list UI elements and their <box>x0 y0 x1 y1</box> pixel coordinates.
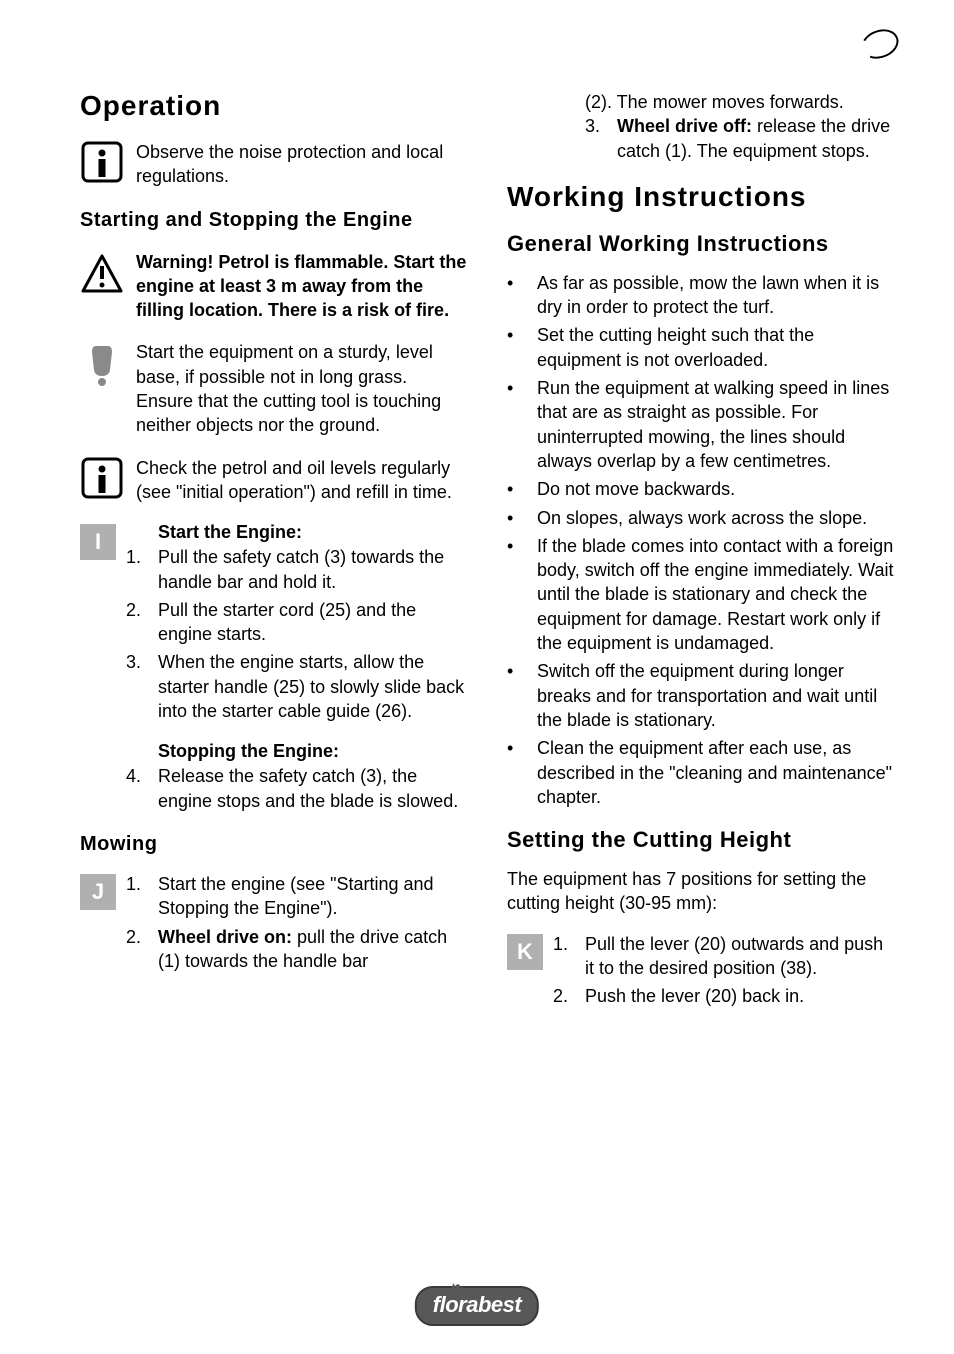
leaf-icon: ❧ <box>449 1278 462 1298</box>
info-icon <box>80 140 124 184</box>
step-number: 1. <box>553 932 575 981</box>
logo-text: florabest <box>433 1292 521 1317</box>
bullet-text: Switch off the equipment during longer b… <box>537 659 894 732</box>
exclamation-icon <box>80 342 124 386</box>
step-text: Push the lever (20) back in. <box>585 984 804 1008</box>
left-column: Operation Observe the noise protection a… <box>80 90 467 1027</box>
step-number: 2. <box>126 598 148 647</box>
step-text: Start the engine (see "Starting and Stop… <box>158 872 467 921</box>
wheel-drive-off-label: Wheel drive off: <box>617 116 752 136</box>
mowing-block: J 1.Start the engine (see "Starting and … <box>80 872 467 977</box>
mowing-steps-cont: 3.Wheel drive off: release the drive cat… <box>585 114 894 163</box>
working-instructions-heading: Working Instructions <box>507 181 894 213</box>
mowing-steps: 1.Start the engine (see "Starting and St… <box>126 872 467 973</box>
start-engine-steps: 1.Pull the safety catch (3) towards the … <box>126 545 467 723</box>
badge-i: I <box>80 524 116 560</box>
bullet-text: On slopes, always work across the slope. <box>537 506 867 530</box>
step-number: 2. <box>126 925 148 974</box>
bullet-text: Do not move backwards. <box>537 477 735 501</box>
step-number: 2. <box>553 984 575 1008</box>
general-working-heading: General Working Instructions <box>507 231 894 257</box>
info-block-noise: Observe the noise protection and local r… <box>80 140 467 189</box>
cutting-steps: 1.Pull the lever (20) outwards and push … <box>553 932 894 1009</box>
right-column: (2). The mower moves forwards. 3.Wheel d… <box>507 90 894 1027</box>
cutting-block: K 1.Pull the lever (20) outwards and pus… <box>507 932 894 1013</box>
cont-line: (2). The mower moves forwards. <box>585 90 894 114</box>
bullet-text: Run the equipment at walking speed in li… <box>537 376 894 473</box>
step-number: 1. <box>126 872 148 921</box>
page-corner-marker <box>857 24 902 63</box>
step-text: When the engine starts, allow the starte… <box>158 650 467 723</box>
info-text-noise: Observe the noise protection and local r… <box>136 140 467 189</box>
stop-engine-heading: Stopping the Engine: <box>126 741 467 762</box>
step-text: Release the safety catch (3), the engine… <box>158 764 467 813</box>
two-column-layout: Operation Observe the noise protection a… <box>80 90 894 1027</box>
mowing-continuation: (2). The mower moves forwards. 3.Wheel d… <box>507 90 894 163</box>
stop-engine-block: Stopping the Engine: 4.Release the safet… <box>80 741 467 813</box>
badge-k: K <box>507 934 543 970</box>
logo-pill: ❧ florabest <box>415 1286 539 1326</box>
footer-logo: ❧ florabest <box>415 1286 539 1326</box>
step-text: Wheel drive on: pull the drive catch (1)… <box>158 925 467 974</box>
step-number: 4. <box>126 764 148 813</box>
warning-triangle-icon <box>80 252 124 296</box>
badge-j: J <box>80 874 116 910</box>
starting-stopping-heading: Starting and Stopping the Engine <box>80 207 467 234</box>
warning-text: Warning! Petrol is flammable. Start the … <box>136 250 467 323</box>
bullet-text: As far as possible, mow the lawn when it… <box>537 271 894 320</box>
cutting-height-heading: Setting the Cutting Height <box>507 827 894 853</box>
step-number: 1. <box>126 545 148 594</box>
bullet-text: Clean the equipment after each use, as d… <box>537 736 894 809</box>
start-engine-heading: Start the Engine: <box>126 522 467 543</box>
step-text: Wheel drive off: release the drive catch… <box>617 114 894 163</box>
stop-engine-steps: 4.Release the safety catch (3), the engi… <box>126 764 467 813</box>
cutting-intro: The equipment has 7 positions for settin… <box>507 867 894 916</box>
mowing-heading: Mowing <box>80 831 467 858</box>
working-bullets: As far as possible, mow the lawn when it… <box>507 271 894 809</box>
step-text: Pull the safety catch (3) towards the ha… <box>158 545 467 594</box>
info-block-oil: Check the petrol and oil levels regularl… <box>80 456 467 505</box>
step-number: 3. <box>126 650 148 723</box>
caution-text: Start the equipment on a sturdy, level b… <box>136 340 467 437</box>
step-text: Pull the lever (20) outwards and push it… <box>585 932 894 981</box>
step-number: 3. <box>585 114 607 163</box>
bullet-text: If the blade comes into contact with a f… <box>537 534 894 655</box>
info-icon <box>80 456 124 500</box>
info-text-oil: Check the petrol and oil levels regularl… <box>136 456 467 505</box>
bullet-text: Set the cutting height such that the equ… <box>537 323 894 372</box>
operation-heading: Operation <box>80 90 467 122</box>
start-engine-block: I Start the Engine: 1.Pull the safety ca… <box>80 522 467 727</box>
wheel-drive-on-label: Wheel drive on: <box>158 927 292 947</box>
step-text: Pull the starter cord (25) and the engin… <box>158 598 467 647</box>
caution-block: Start the equipment on a sturdy, level b… <box>80 340 467 437</box>
warning-block: Warning! Petrol is flammable. Start the … <box>80 250 467 323</box>
